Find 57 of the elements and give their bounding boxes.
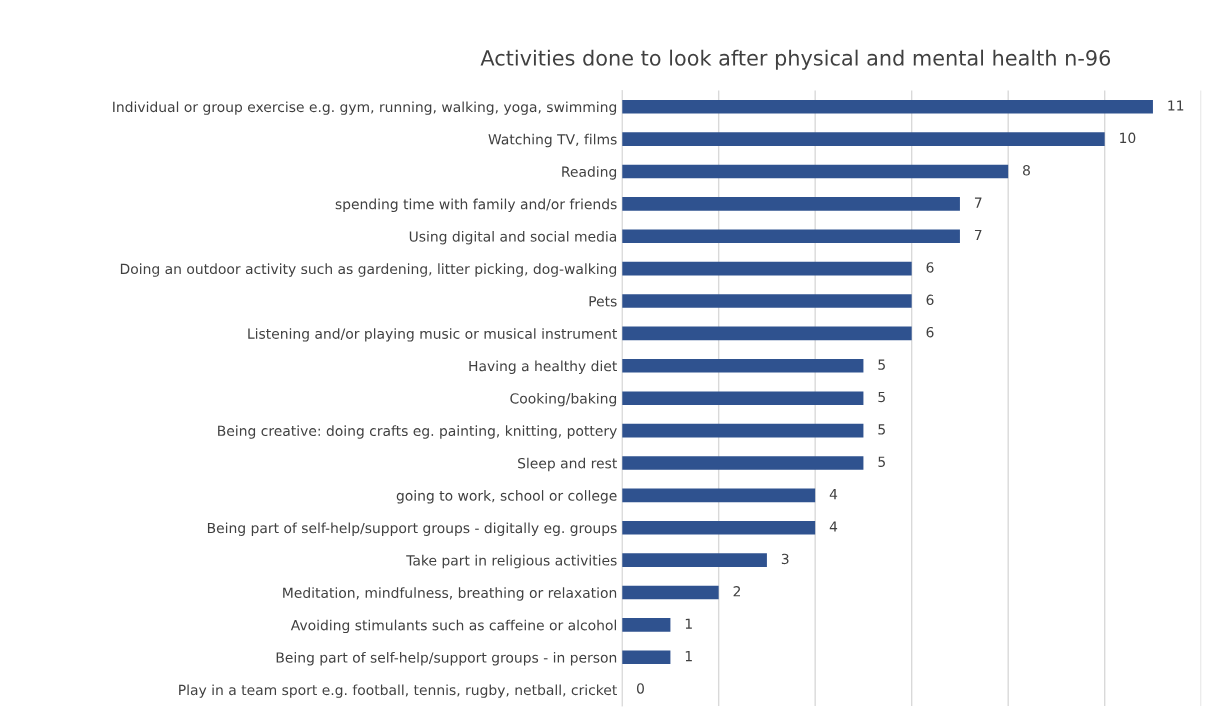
bar <box>622 197 960 211</box>
bar <box>622 650 671 665</box>
bar <box>622 585 719 600</box>
data-label: 3 <box>781 553 789 565</box>
data-label: 6 <box>926 294 934 306</box>
y-tick-label: Having a healthy diet <box>469 360 617 374</box>
data-label: 6 <box>926 262 934 273</box>
y-tick-label: Using digital and social media <box>409 230 617 245</box>
data-label: 1 <box>685 618 692 629</box>
bar <box>622 359 864 373</box>
y-tick-label: Cooking/baking <box>510 392 617 407</box>
bar <box>622 391 864 405</box>
bar <box>622 164 1009 179</box>
bar <box>622 261 912 276</box>
bar <box>622 326 912 341</box>
data-label: 11 <box>1168 100 1184 111</box>
y-tick-label: Sleep and rest <box>518 457 617 472</box>
data-label: 5 <box>878 424 885 435</box>
y-tick-label: spending time with family and/or friends <box>335 198 617 213</box>
y-tick-label: Avoiding stimulants such as caffeine or alcohol <box>290 619 616 634</box>
y-tick-label: Pets <box>589 296 617 307</box>
data-label: 10 <box>1120 132 1136 144</box>
data-label: 2 <box>733 586 740 597</box>
y-tick-label: Individual or group exercise e.g. gym, running, walking, yoga, swimming <box>113 101 617 115</box>
y-tick-label: Meditation, mindfulness, breathing or relaxation <box>283 587 617 601</box>
data-label: 5 <box>878 391 885 403</box>
data-label: 4 <box>829 489 838 500</box>
data-label: 7 <box>974 229 982 241</box>
bar <box>622 553 767 567</box>
bar <box>622 99 1153 114</box>
y-tick-label: Being creative: doing crafts eg. painting, knitting, pottery <box>218 425 617 439</box>
bar <box>622 618 671 632</box>
data-label: 8 <box>1023 165 1030 176</box>
bar <box>622 456 864 470</box>
y-tick-label: Take part in religious activities <box>406 554 617 569</box>
y-tick-label: Being part of self-help/support groups - in person <box>276 652 617 666</box>
y-tick-label: Doing an outdoor activity such as gardening, litter picking, dog-walking <box>120 263 617 277</box>
data-label: 0 <box>636 683 644 694</box>
y-tick-label: Listening and/or playing music or musical instrument <box>248 328 617 342</box>
bar <box>622 229 960 244</box>
bar <box>622 423 864 438</box>
y-tick-label: Reading <box>562 166 617 180</box>
data-label: 5 <box>878 456 885 468</box>
bar <box>622 520 816 535</box>
bar <box>622 488 816 503</box>
data-label: 4 <box>829 521 838 532</box>
bar <box>622 294 912 308</box>
data-label: 7 <box>974 197 982 208</box>
bar <box>622 132 1105 146</box>
data-label: 5 <box>878 359 885 370</box>
y-tick-label: going to work, school or college <box>396 490 617 504</box>
data-label: 1 <box>685 651 692 662</box>
y-tick-label: Play in a team sport e.g. football, tennis, rugby, netball, cricket <box>179 684 617 698</box>
y-tick-label: Being part of self-help/support groups - digitally eg. groups <box>207 522 617 536</box>
y-tick-label: Watching TV, films <box>488 133 617 148</box>
data-label: 6 <box>926 326 934 338</box>
chart-title: Activities done to look after physical and mental health n-96 <box>480 49 1111 70</box>
